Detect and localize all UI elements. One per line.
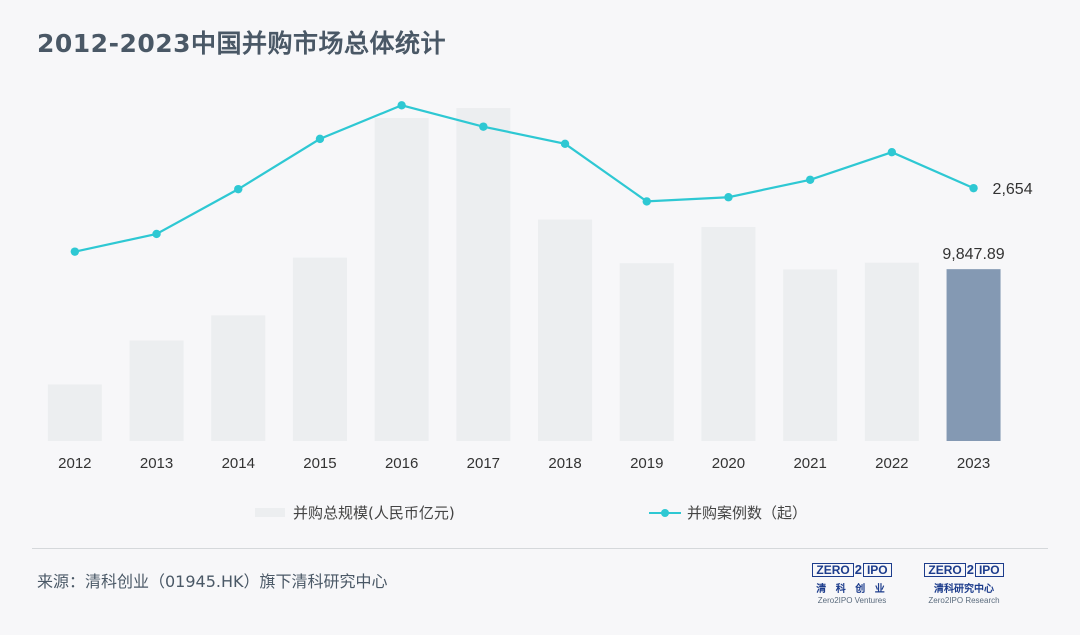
bar-2023 [946,269,1001,441]
point-2013 [152,229,161,239]
bar-2013 [129,340,184,441]
bar-2017 [456,108,511,441]
chart-legend: 并购总规模(人民币亿元) 并购案例数（起） [0,502,1080,532]
point-2018 [560,139,570,149]
bar-2012 [47,384,102,441]
x-tick-label: 2016 [385,455,418,472]
bar-2015 [292,257,347,441]
x-tick-label: 2015 [303,455,336,472]
x-tick-label: 2020 [712,455,745,472]
point-2012 [70,247,80,256]
bar-2016 [374,118,429,442]
x-tick-label: 2019 [630,455,663,472]
zero2ipo-ventures-logo: ZERO 2 IPO 清 科 创 业 Zero2IPO Ventures [802,563,902,605]
footer-divider [32,548,1048,549]
point-2020 [724,193,733,202]
zero2ipo-research-logo: ZERO 2 IPO 清科研究中心 Zero2IPO Research [914,563,1014,605]
point-2017 [479,122,488,131]
bar-2018 [538,219,593,441]
x-tick-label: 2013 [140,455,173,472]
legend-line-label: 并购案例数（起） [687,504,808,522]
point-2022 [887,148,897,157]
x-tick-label: 2018 [548,455,581,472]
line-data-label: 2,654 [993,181,1033,198]
point-2021 [805,175,815,184]
source-note: 来源：清科创业（01945.HK）旗下清科研究中心 [37,572,388,591]
x-tick-label: 2014 [222,455,255,472]
legend-line-swatch [649,507,681,519]
legend-item-bar: 并购总规模(人民币亿元) [255,502,455,523]
bar-2022 [864,262,919,441]
x-tick-label: 2023 [957,455,990,472]
x-tick-label: 2022 [875,455,908,472]
bar-2019 [619,263,674,441]
bar-data-label: 9,847.89 [942,246,1004,263]
legend-bar-label: 并购总规模(人民币亿元) [293,504,455,522]
legend-bar-swatch [255,508,285,517]
bar-2014 [211,315,266,441]
point-2015 [315,134,325,144]
x-tick-label: 2012 [58,455,91,472]
x-tick-label: 2021 [793,455,826,472]
point-2019 [642,197,651,206]
chart-title: 2012-2023中国并购市场总体统计 [37,29,447,58]
point-2014 [234,184,243,194]
line-series [74,104,974,253]
x-tick-label: 2017 [467,455,500,472]
bar-2021 [783,269,838,441]
bar-2020 [701,227,756,441]
point-2023 [969,183,978,193]
legend-item-line: 并购案例数（起） [649,502,807,523]
point-2016 [397,101,406,110]
combo-chart: 2012 2013 2014 2015 2016 2017 2018 2019 2020 2021… [47,101,1033,472]
